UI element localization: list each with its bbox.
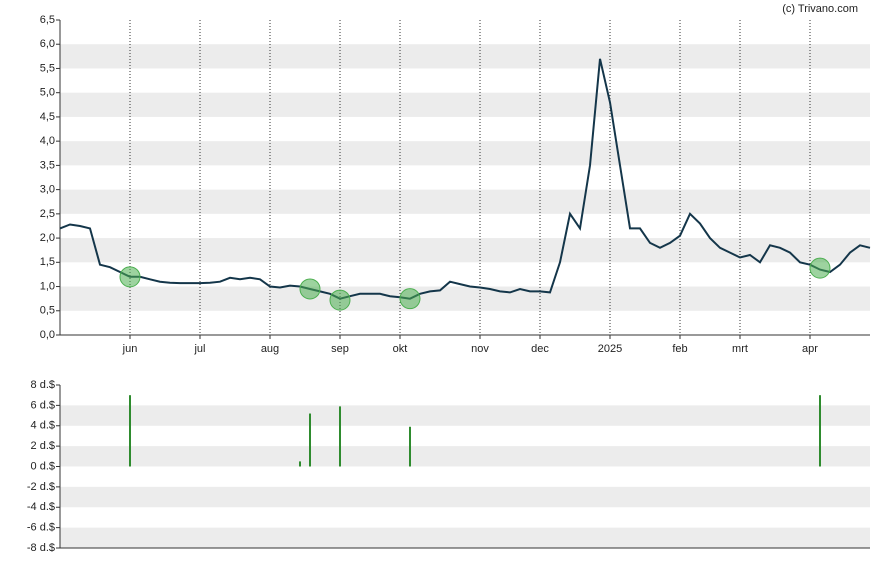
grid-band: [60, 446, 870, 467]
price-line: [59, 58, 871, 300]
y-tick-label: 2,5: [40, 208, 55, 220]
bar: [339, 406, 341, 467]
y-tick-label: 6,0: [40, 38, 55, 50]
y-tick-label: 4 d.$: [31, 420, 55, 432]
y-tick-label: 2,0: [40, 232, 55, 244]
y-tick-label: 8 d.$: [31, 379, 55, 391]
y-tick-label: 4,5: [40, 111, 55, 123]
trade-marker: [329, 289, 351, 311]
bar: [819, 395, 821, 467]
trade-marker: [119, 266, 141, 288]
x-tick-label: nov: [471, 343, 489, 355]
x-tick-label: sep: [331, 343, 349, 355]
grid-band: [60, 141, 870, 166]
y-tick-label: 3,0: [40, 184, 55, 196]
y-tick-label: 0,0: [40, 329, 55, 341]
x-tick-label: aug: [261, 343, 279, 355]
x-tick-label: apr: [802, 343, 818, 355]
y-tick-label: 5,5: [40, 62, 55, 74]
trade-marker: [809, 257, 831, 279]
grid-band: [60, 44, 870, 69]
y-tick-label: 3,5: [40, 159, 55, 171]
grid-band: [60, 486, 870, 508]
y-tick-label: 6 d.$: [31, 399, 55, 411]
y-tick-label: 1,0: [40, 280, 55, 292]
x-tick-label: mrt: [732, 343, 748, 355]
y-tick-label: 2 d.$: [31, 440, 55, 452]
x-tick-label: jul: [193, 343, 205, 355]
grid-band: [60, 189, 870, 214]
trade-marker: [299, 278, 321, 300]
x-tick-label: 2025: [598, 343, 622, 355]
trade-marker: [399, 288, 421, 310]
y-tick-label: 5,0: [40, 87, 55, 99]
grid-band: [60, 92, 870, 117]
bar: [309, 413, 311, 467]
bar: [129, 395, 131, 467]
y-tick-label: 0,5: [40, 305, 55, 317]
y-tick-label: -4 d.$: [27, 501, 55, 513]
y-tick-label: -8 d.$: [27, 542, 55, 554]
y-tick-label: 6,5: [40, 14, 55, 26]
x-tick-label: jun: [122, 343, 138, 355]
y-tick-label: 4,0: [40, 135, 55, 147]
x-tick-label: okt: [393, 343, 408, 355]
y-tick-label: 0 d.$: [31, 460, 55, 472]
y-tick-label: 1,5: [40, 256, 55, 268]
x-tick-label: feb: [672, 343, 687, 355]
grid-band: [60, 238, 870, 263]
bar: [409, 426, 411, 467]
source: (c) Trivano.com: [782, 3, 858, 15]
bar: [299, 461, 301, 467]
x-tick-label: dec: [531, 343, 549, 355]
y-tick-label: -2 d.$: [27, 481, 55, 493]
grid-band: [60, 527, 870, 548]
grid-band: [60, 405, 870, 426]
y-tick-label: -6 d.$: [27, 522, 55, 534]
grid-band: [60, 286, 870, 311]
